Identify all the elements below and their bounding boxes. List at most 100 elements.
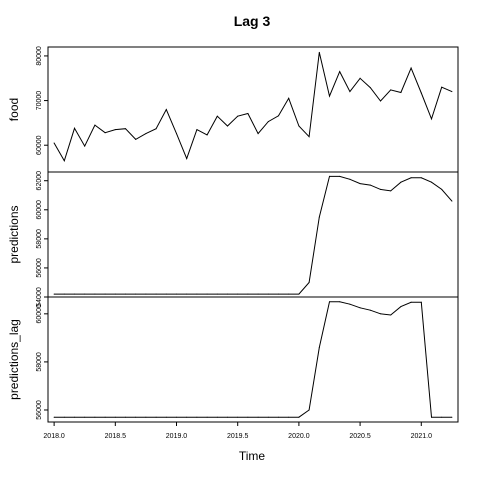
data-point — [329, 301, 330, 303]
data-point — [135, 416, 137, 418]
data-point — [176, 416, 177, 418]
data-point — [165, 109, 167, 110]
y-tick-label: 60000 — [36, 135, 43, 155]
panel-predictions_lag: 56000 58000 60000 predictions_lag — [7, 296, 459, 423]
data-point — [288, 97, 290, 99]
data-point — [359, 307, 361, 309]
x-tick-label: 2020.5 — [349, 433, 371, 440]
data-point — [237, 293, 239, 295]
data-point — [420, 92, 422, 94]
data-point — [308, 136, 310, 138]
data-point — [196, 129, 198, 131]
data-point — [390, 89, 392, 91]
data-point — [165, 293, 167, 295]
x-tick-label: 2018.0 — [43, 433, 65, 440]
data-point — [145, 133, 147, 135]
data-point — [257, 416, 259, 418]
data-point — [380, 188, 381, 190]
data-point — [216, 293, 218, 295]
data-point — [94, 416, 96, 418]
data-point — [63, 160, 65, 162]
data-point — [410, 301, 412, 303]
data-point — [104, 132, 106, 134]
data-point — [431, 416, 432, 418]
data-point — [74, 127, 75, 129]
data-point — [145, 416, 147, 418]
y-tick-label: 60000 — [36, 200, 43, 220]
data-point — [114, 416, 116, 418]
data-point — [216, 115, 218, 117]
panel-predictions: 54000 56000 58000 60000 62000 predictions — [7, 171, 459, 307]
data-point — [94, 293, 96, 295]
data-point — [227, 293, 228, 295]
data-point — [431, 118, 432, 120]
data-point — [237, 416, 239, 418]
series-line-predictions_lag — [54, 301, 452, 418]
data-point — [451, 91, 453, 93]
data-point — [308, 409, 310, 411]
data-point — [186, 158, 188, 160]
data-point — [114, 293, 116, 295]
data-point — [329, 175, 330, 177]
y-tick-label: 56000 — [36, 258, 43, 278]
chart-title: Lag 3 — [234, 13, 271, 29]
data-point — [451, 200, 453, 202]
y-tick-label: 80000 — [36, 46, 43, 66]
data-point — [451, 416, 453, 418]
data-point — [135, 138, 137, 140]
data-point — [318, 216, 320, 218]
data-point — [390, 314, 392, 316]
data-point — [53, 142, 55, 144]
data-point — [135, 293, 137, 295]
y-tick-label: 54000 — [36, 287, 43, 307]
data-point — [216, 416, 218, 418]
data-point — [257, 293, 259, 295]
data-point — [206, 416, 208, 418]
data-point — [400, 92, 402, 93]
panels: 600007000080000food540005600058000600006… — [7, 46, 459, 423]
data-point — [420, 177, 422, 179]
data-point — [349, 178, 351, 180]
data-point — [186, 293, 188, 295]
data-point — [288, 416, 290, 418]
data-point — [278, 293, 279, 295]
y-axis-label-predictions_lag: predictions_lag — [7, 319, 21, 400]
data-point — [298, 293, 300, 295]
data-point — [298, 125, 300, 127]
y-tick-label: 70000 — [36, 91, 43, 111]
data-point — [247, 293, 249, 295]
data-point — [176, 293, 177, 295]
data-point — [227, 416, 228, 418]
data-point — [349, 91, 351, 93]
data-point — [369, 184, 371, 186]
data-point — [278, 115, 279, 117]
data-point — [165, 416, 167, 418]
data-point — [441, 416, 443, 418]
data-point — [176, 133, 177, 135]
data-point — [125, 416, 126, 418]
y-tick-label: 58000 — [36, 229, 43, 249]
data-point — [329, 95, 330, 97]
y-tick-label: 58000 — [36, 352, 43, 372]
y-tick-label: 62000 — [36, 171, 43, 191]
data-point — [104, 416, 106, 418]
data-point — [390, 190, 392, 192]
x-tick-label: 2019.0 — [166, 433, 188, 440]
data-point — [359, 183, 361, 185]
data-point — [63, 416, 65, 418]
panel-frame — [47, 171, 459, 298]
data-point — [155, 293, 157, 295]
x-tick-label: 2019.5 — [227, 433, 249, 440]
data-point — [206, 293, 208, 295]
data-point — [53, 293, 55, 295]
data-point — [369, 87, 371, 89]
data-point — [53, 416, 55, 418]
data-point — [400, 181, 402, 183]
x-tick-label: 2021.0 — [411, 433, 433, 440]
data-point — [237, 115, 239, 117]
data-point — [74, 293, 75, 295]
data-point — [63, 293, 65, 295]
data-point — [84, 293, 86, 295]
data-point — [84, 145, 86, 147]
series-line-predictions — [54, 175, 453, 295]
